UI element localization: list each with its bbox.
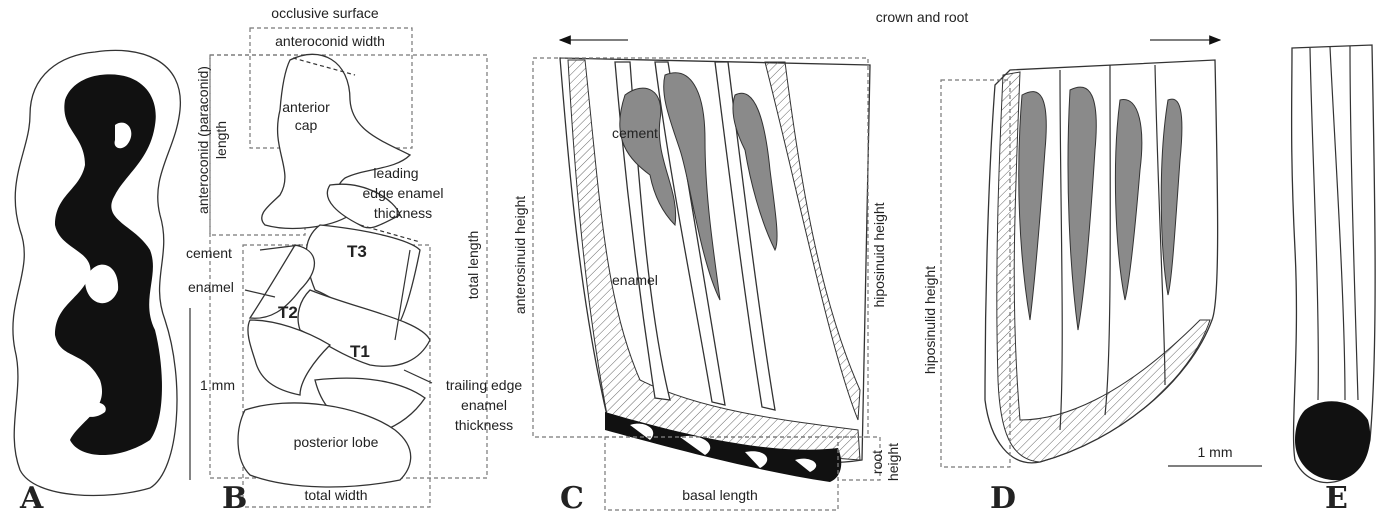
label: enamel	[612, 272, 658, 288]
panel-a	[13, 50, 180, 495]
label: trailing edge	[446, 377, 522, 393]
panel-letter: B	[222, 481, 247, 515]
label: cement	[186, 245, 232, 261]
label: root	[869, 450, 885, 474]
scale-label: 1 mm	[200, 377, 235, 393]
label: hiposinuid height	[871, 202, 887, 307]
label: posterior lobe	[294, 434, 379, 450]
label: thickness	[455, 417, 513, 433]
label: anterosinuid height	[512, 196, 528, 314]
panel-letter: C	[560, 481, 584, 515]
panel-e	[1292, 45, 1376, 483]
label: enamel	[461, 397, 507, 413]
label: anterior	[282, 99, 330, 115]
label: basal length	[682, 487, 758, 503]
label: anteroconid width	[275, 33, 385, 49]
label: T3	[347, 242, 367, 261]
label: edge enamel	[363, 185, 444, 201]
label: leading	[373, 165, 418, 181]
label: T1	[350, 342, 370, 361]
panel-letter: E	[1325, 481, 1348, 515]
label: crown and root	[876, 9, 969, 25]
label: total length	[465, 231, 481, 300]
label: height	[885, 443, 901, 481]
label: total width	[304, 487, 367, 503]
label: T2	[278, 303, 298, 322]
label: thickness	[374, 205, 432, 221]
panel-letter: D	[990, 481, 1016, 515]
label: enamel	[188, 279, 234, 295]
panel-d	[941, 60, 1262, 467]
label: occlusive surface	[271, 5, 379, 21]
label: length	[213, 121, 229, 159]
scale-label: 1 mm	[1198, 444, 1233, 460]
label: cap	[295, 117, 318, 133]
panel-letter: A	[19, 481, 44, 515]
figure: 1 mm occlusive surface anteroconid width…	[0, 0, 1388, 515]
label: hiposinulid height	[922, 266, 938, 374]
label: anteroconid (paraconid)	[195, 66, 211, 214]
label: cement	[612, 125, 658, 141]
